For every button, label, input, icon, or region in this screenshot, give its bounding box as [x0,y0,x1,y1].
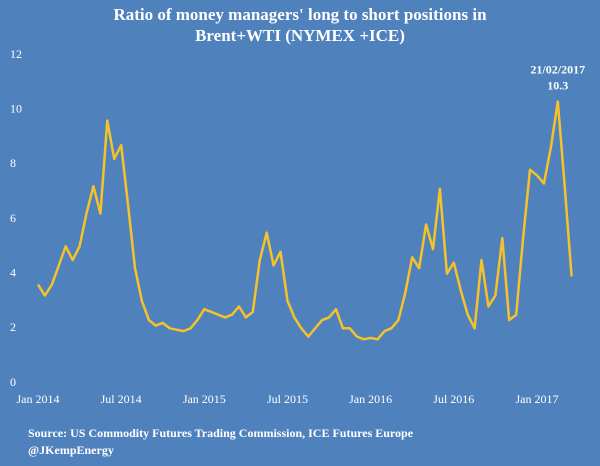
x-tick-label: Jan 2015 [183,392,226,406]
annotation: 21/02/2017 [530,62,585,76]
x-tick-label: Jan 2014 [17,392,60,406]
annotation: 10.3 [547,78,568,92]
chart-title: Ratio of money managers' long to short p… [113,5,487,24]
y-tick-label: 10 [10,101,22,115]
data-line [36,100,573,341]
source: Source: US Commodity Futures Trading Com… [28,426,414,440]
x-tick-label: Jul 2015 [267,392,308,406]
credit: @JKempEnergy [28,443,114,457]
y-tick-label: 4 [10,265,16,279]
x-tick-label: Jul 2014 [101,392,142,406]
y-tick-label: 0 [10,375,16,389]
x-tick-label: Jul 2016 [433,392,474,406]
y-tick-label: 2 [10,320,16,334]
y-tick-label: 6 [10,211,16,225]
chart-title: Brent+WTI (NYMEX +ICE) [195,26,405,45]
y-tick-label: 12 [10,47,22,61]
x-tick-label: Jan 2016 [349,392,392,406]
x-tick-label: Jan 2017 [515,392,558,406]
y-tick-label: 8 [10,156,16,170]
